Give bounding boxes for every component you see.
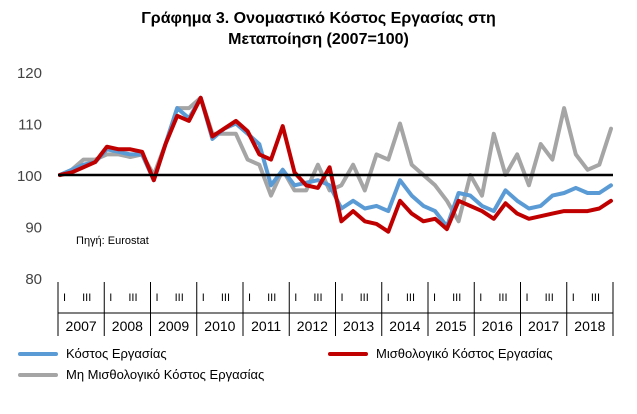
- x-quarter-label: I: [387, 292, 390, 304]
- chart-title: Γράφημα 3. Ονομαστικό Κόστος Εργασίας στ…: [0, 8, 637, 50]
- x-year-label: 2011: [251, 318, 281, 334]
- y-tick-label: 110: [18, 117, 42, 134]
- series-line-1: [58, 95, 613, 234]
- x-quarter-label: III: [545, 292, 554, 304]
- x-quarter-label: III: [591, 292, 600, 304]
- x-quarter-label: III: [313, 292, 322, 304]
- legend-item-wage-cost: Μισθολογικό Κόστος Εργασίας: [328, 346, 553, 361]
- x-quarter-label: III: [498, 292, 507, 304]
- x-year-label: 2017: [528, 318, 559, 334]
- x-quarter-label: III: [452, 292, 461, 304]
- x-year-label: 2007: [66, 318, 97, 334]
- x-quarter-label: III: [267, 292, 276, 304]
- x-quarter-label: III: [82, 292, 91, 304]
- x-year-label: 2014: [389, 318, 420, 334]
- series-line-0: [58, 95, 613, 229]
- x-quarter-label: I: [294, 292, 297, 304]
- x-year-label: 2008: [112, 318, 143, 334]
- x-quarter-label: I: [340, 292, 343, 304]
- x-quarter-label: III: [175, 292, 184, 304]
- x-quarter-label: I: [433, 292, 436, 304]
- x-quarter-label: III: [221, 292, 230, 304]
- y-tick-label: 80: [25, 271, 42, 288]
- legend-item-non-wage-cost: Μη Μισθολογικό Κόστος Εργασίας: [18, 367, 264, 382]
- x-year-label: 2015: [436, 318, 467, 334]
- x-quarter-label: I: [479, 292, 482, 304]
- x-quarter-label: III: [406, 292, 415, 304]
- legend-label-non-wage-cost: Μη Μισθολογικό Κόστος Εργασίας: [66, 367, 265, 382]
- x-quarter-label: III: [360, 292, 369, 304]
- legend-swatch-non-wage-cost: [18, 372, 58, 377]
- legend-item-labor-cost: Κόστος Εργασίας: [18, 346, 167, 361]
- chart-title-line1: Γράφημα 3. Ονομαστικό Κόστος Εργασίας στ…: [141, 10, 496, 27]
- x-year-label: 2009: [158, 318, 189, 334]
- x-year-label: 2018: [574, 318, 605, 334]
- x-quarter-label: I: [248, 292, 251, 304]
- legend-label-labor-cost: Κόστος Εργασίας: [66, 346, 167, 361]
- x-quarter-label: III: [128, 292, 137, 304]
- x-year-label: 2013: [343, 318, 374, 334]
- legend-swatch-wage-cost: [328, 351, 368, 356]
- source-note: Πηγή: Eurostat: [76, 235, 149, 247]
- chart-title-line2: Μεταποίηση (2007=100): [228, 31, 409, 48]
- x-quarter-label: I: [63, 292, 66, 304]
- x-quarter-label: I: [202, 292, 205, 304]
- x-quarter-label: I: [109, 292, 112, 304]
- x-year-label: 2012: [297, 318, 328, 334]
- x-year-label: 2010: [204, 318, 235, 334]
- legend-swatch-labor-cost: [18, 351, 58, 356]
- x-quarter-label: I: [155, 292, 158, 304]
- legend-label-wage-cost: Μισθολογικό Κόστος Εργασίας: [376, 346, 553, 361]
- y-tick-label: 90: [25, 220, 42, 237]
- y-tick-label: 100: [17, 168, 42, 185]
- x-year-label: 2016: [482, 318, 513, 334]
- y-tick-label: 120: [17, 65, 42, 82]
- x-quarter-label: I: [572, 292, 575, 304]
- x-quarter-label: I: [525, 292, 528, 304]
